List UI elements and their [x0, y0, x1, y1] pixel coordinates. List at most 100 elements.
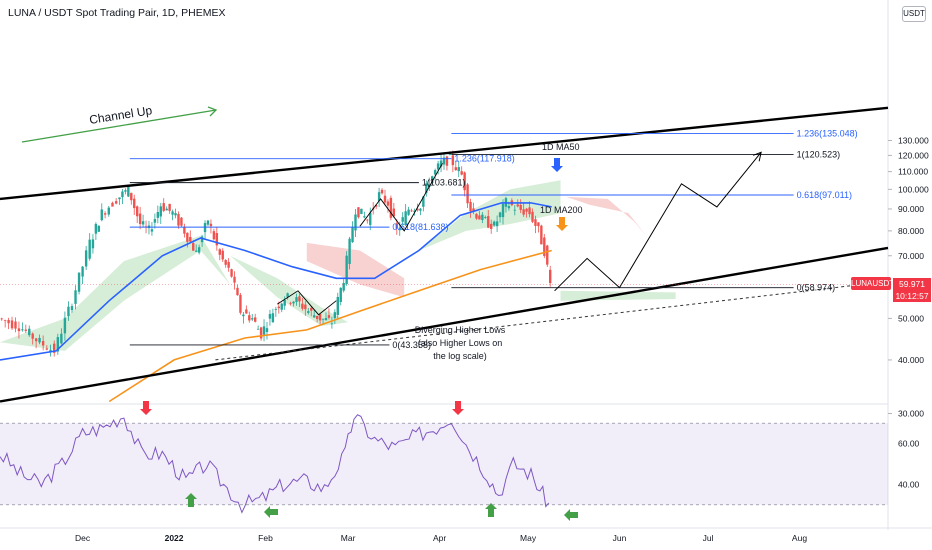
ma50-line — [0, 202, 552, 361]
candle-body — [389, 197, 393, 218]
candle-body — [150, 229, 154, 232]
price-axis-label: 80.000 — [898, 226, 924, 236]
candle-body — [56, 337, 60, 352]
fib-level-label: 0(43.358) — [392, 340, 431, 350]
ichimoku-cloud — [0, 235, 231, 351]
candle-body — [342, 282, 345, 291]
candle-body — [495, 221, 499, 227]
rsi-axis-label: 40.00 — [898, 479, 920, 489]
fib-level-label: 1(120.523) — [797, 150, 841, 160]
candle-body — [318, 314, 322, 321]
last-price: 59.971 — [899, 279, 925, 289]
candle-body — [67, 306, 70, 317]
candle-body — [70, 306, 74, 311]
candle-body — [121, 191, 124, 198]
candle-body — [212, 231, 216, 240]
candle-body — [498, 212, 502, 218]
candle-body — [487, 216, 490, 228]
candle-body — [436, 163, 440, 170]
time-axis-label: Feb — [258, 533, 273, 543]
fib-level-label: 1.236(117.918) — [454, 154, 514, 164]
diverging-lows-line — [215, 280, 889, 361]
candle-body — [174, 213, 177, 216]
candle-body — [49, 349, 52, 352]
candle-body — [457, 167, 460, 172]
candle-body — [153, 219, 157, 223]
projection-arrowhead — [752, 151, 762, 162]
candle-body — [407, 209, 410, 215]
candle-body — [492, 221, 496, 226]
candle-body — [354, 214, 357, 231]
candle-body — [386, 201, 390, 206]
time-axis-label: Jul — [703, 533, 714, 543]
candle-body — [534, 219, 537, 226]
candle-body — [442, 157, 446, 165]
fib-level-label: 0.618(81.638) — [392, 222, 448, 232]
candle-body — [513, 209, 517, 211]
candle-body — [94, 223, 98, 234]
candle-body — [84, 250, 88, 267]
candle-body — [192, 243, 195, 251]
price-axis-label: 40.000 — [898, 355, 924, 365]
candle-body — [81, 266, 84, 277]
channel-up-arrowhead — [207, 106, 218, 117]
candle-body — [259, 327, 263, 339]
candle-body — [10, 320, 14, 329]
candle-body — [380, 189, 384, 194]
candle-body — [422, 196, 425, 207]
fib-level-label: 0(58.974) — [797, 283, 836, 293]
candle-body — [45, 348, 49, 350]
diverging-lows-note: the log scale) — [433, 351, 487, 361]
candle-body — [289, 302, 292, 304]
candle-body — [425, 183, 428, 193]
rsi-line — [0, 414, 550, 514]
candle-body — [312, 315, 316, 318]
last-price-tag: 59.971 10:12:57 — [893, 278, 931, 302]
candle-body — [227, 261, 230, 268]
candle-body — [501, 203, 505, 218]
candle-body — [327, 315, 331, 318]
candle-body — [88, 239, 91, 259]
unit-toggle[interactable]: USDT — [902, 6, 926, 22]
candle-body — [38, 337, 41, 343]
candle-body — [460, 171, 463, 175]
candle-body — [200, 236, 204, 243]
diverging-lows-note: (also Higher Lows on — [418, 338, 503, 348]
candle-body — [454, 167, 458, 171]
candle-body — [224, 260, 227, 265]
candle-body — [271, 313, 275, 323]
fib-level-label: 0.618(97.011) — [797, 190, 852, 200]
candle-body — [478, 215, 481, 220]
time-axis-label: Dec — [75, 533, 91, 543]
candle-body — [528, 207, 531, 215]
candle-body — [77, 272, 81, 292]
price-axis-label: 70.000 — [898, 251, 924, 261]
candle-body — [292, 301, 295, 304]
candle-body — [251, 318, 254, 320]
rsi-oversold-arrow — [185, 493, 197, 507]
candle-body — [60, 333, 63, 344]
candle-body — [304, 304, 307, 310]
candle-body — [351, 227, 354, 243]
candle-body — [41, 341, 45, 346]
candle-body — [298, 296, 301, 302]
candle-body — [242, 314, 245, 317]
candle-body — [490, 223, 493, 229]
candle-body — [451, 155, 455, 166]
candle-body — [3, 320, 7, 322]
candle-body — [118, 197, 121, 200]
candle-body — [256, 328, 260, 330]
candle-body — [481, 214, 484, 221]
rsi-overbought-arrow — [452, 401, 464, 415]
ichimoku-cloud — [306, 242, 405, 298]
candle-body — [333, 312, 337, 319]
candle-body — [0, 318, 3, 320]
time-axis-label: Jun — [613, 533, 627, 543]
candle-body — [168, 203, 171, 211]
chart-title: LUNA / USDT Spot Trading Pair, 1D, PHEME… — [8, 7, 226, 19]
bar-countdown: 10:12:57 — [895, 291, 929, 301]
candle-body — [363, 216, 366, 218]
candle-body — [194, 250, 198, 252]
candle-body — [138, 213, 142, 225]
candle-body — [321, 318, 325, 320]
